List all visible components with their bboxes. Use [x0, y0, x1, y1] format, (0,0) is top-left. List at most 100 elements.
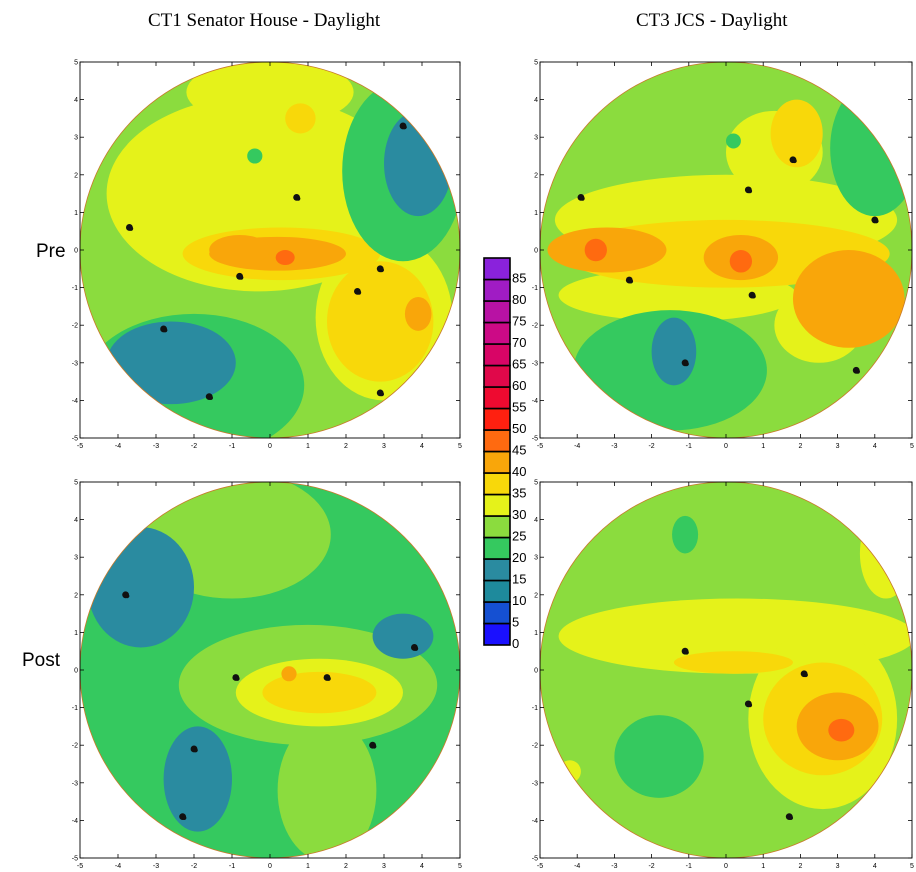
- x-tick-label: -5: [537, 863, 543, 870]
- x-tick-label: 0: [268, 443, 272, 450]
- colorbar-swatch: [483, 343, 511, 367]
- x-tick-label: 0: [724, 443, 728, 450]
- colorbar-swatch: [483, 321, 511, 345]
- x-tick-label: 4: [873, 443, 877, 450]
- contour-region-45: [584, 238, 607, 262]
- contour-region-25: [277, 718, 377, 858]
- sample-marker: [747, 188, 753, 194]
- y-tick-label: -1: [532, 285, 538, 292]
- x-tick-label: 2: [344, 443, 348, 450]
- colorbar-swatch: [483, 493, 511, 517]
- contour-region-40: [792, 250, 905, 348]
- y-tick-label: -1: [72, 285, 78, 292]
- sample-marker: [788, 815, 794, 821]
- x-tick-label: -2: [648, 443, 654, 450]
- contour-region-15: [372, 613, 434, 659]
- sample-marker: [208, 395, 213, 401]
- x-tick-label: -5: [77, 863, 83, 870]
- x-tick-label: 3: [836, 863, 840, 870]
- y-tick-label: 1: [534, 630, 538, 637]
- x-tick-label: -3: [611, 443, 617, 450]
- colorbar-swatch: [483, 386, 511, 410]
- colorbar-label: 5: [512, 615, 519, 630]
- y-tick-label: -1: [72, 705, 78, 712]
- sample-marker: [747, 702, 753, 708]
- x-tick-label: 4: [420, 443, 424, 450]
- sample-marker: [684, 361, 689, 367]
- colorbar-label: 60: [512, 378, 526, 393]
- x-tick-label: 3: [382, 443, 386, 450]
- contour-region-45: [729, 250, 753, 273]
- contour-region-35: [673, 651, 793, 674]
- y-tick-label: -3: [532, 360, 538, 367]
- contour-regions: [540, 62, 912, 438]
- contour-plot-ct3-pre: -5 -4 -3 -2 -1 0 1 2 3 4 5 -5 -4 -3 -2 -1 0 1 2 3 4 5: [532, 60, 914, 451]
- x-tick-label: 5: [458, 863, 462, 870]
- x-tick-label: -5: [77, 443, 83, 450]
- colorbar-label: 65: [512, 357, 526, 372]
- y-tick-label: 2: [534, 592, 538, 599]
- sample-marker: [235, 676, 240, 681]
- x-tick-label: 1: [306, 443, 310, 450]
- contour-region-35: [262, 671, 377, 714]
- colorbar-label: 25: [512, 529, 526, 544]
- y-tick-label: -4: [72, 398, 78, 405]
- contour-region-30: [859, 508, 912, 599]
- contour-region-35: [770, 99, 823, 168]
- contour-regions: [80, 62, 460, 438]
- x-tick-label: 2: [798, 863, 802, 870]
- y-tick-label: -4: [532, 818, 538, 825]
- colorbar-swatch: [483, 558, 511, 582]
- y-tick-label: 3: [74, 555, 78, 562]
- sample-marker: [855, 369, 860, 374]
- x-tick-label: 0: [724, 863, 728, 870]
- contour-region-40: [209, 234, 270, 266]
- contour-plot-ct1-pre: -5 -4 -3 -2 -1 0 1 2 3 4 5 -5 -4 -3 -2 -1 0 1 2 3 4 5: [72, 60, 462, 451]
- y-tick-label: 0: [74, 668, 78, 675]
- y-tick-label: -3: [72, 780, 78, 787]
- colorbar-swatch: [483, 407, 511, 431]
- x-tick-label: 5: [910, 443, 914, 450]
- x-tick-label: -4: [115, 863, 121, 870]
- colorbar-label: 85: [512, 271, 526, 286]
- y-tick-label: -5: [532, 436, 538, 443]
- colorbar-swatch: [483, 515, 511, 539]
- contour-region-30: [186, 62, 354, 126]
- contour-regions: [80, 482, 460, 858]
- x-tick-label: 2: [344, 863, 348, 870]
- y-tick-label: 3: [74, 135, 78, 142]
- sample-marker: [125, 593, 130, 599]
- colorbar-label: 15: [512, 572, 526, 587]
- row-label-pre: Pre: [36, 241, 66, 262]
- colorbar-label: 55: [512, 400, 526, 415]
- contour-region-20: [672, 515, 699, 554]
- x-tick-label: -4: [574, 863, 580, 870]
- colorbar-swatch: [483, 450, 511, 474]
- y-tick-label: 3: [534, 555, 538, 562]
- sample-marker: [580, 196, 585, 201]
- colorbar-swatch: [483, 579, 511, 603]
- contour-region-20: [247, 148, 263, 164]
- contour-plot-ct3-post: -5 -4 -3 -2 -1 0 1 2 3 4 5 -5 -4 -3 -2 -1 0 1 2 3 4 5: [532, 480, 914, 871]
- colorbar-label: 35: [512, 486, 526, 501]
- colorbar-label: 0: [512, 636, 519, 651]
- colorbar-swatch: [483, 300, 511, 324]
- y-tick-label: -2: [532, 743, 538, 750]
- x-tick-label: 4: [873, 863, 877, 870]
- contour-region-15: [163, 726, 232, 832]
- x-tick-label: -4: [574, 443, 580, 450]
- x-tick-label: -1: [686, 863, 692, 870]
- sample-marker: [379, 267, 384, 273]
- y-tick-label: -2: [72, 323, 78, 330]
- x-tick-label: -4: [115, 443, 121, 450]
- x-tick-label: 2: [798, 443, 802, 450]
- x-tick-label: -1: [229, 863, 235, 870]
- y-tick-label: -5: [72, 856, 78, 863]
- colorbar-label: 20: [512, 550, 526, 565]
- sample-marker: [182, 815, 187, 821]
- x-tick-label: -3: [153, 443, 159, 450]
- sample-marker: [239, 275, 244, 280]
- sample-marker: [684, 650, 689, 655]
- colorbar-swatch: [483, 472, 511, 496]
- y-tick-label: -2: [72, 743, 78, 750]
